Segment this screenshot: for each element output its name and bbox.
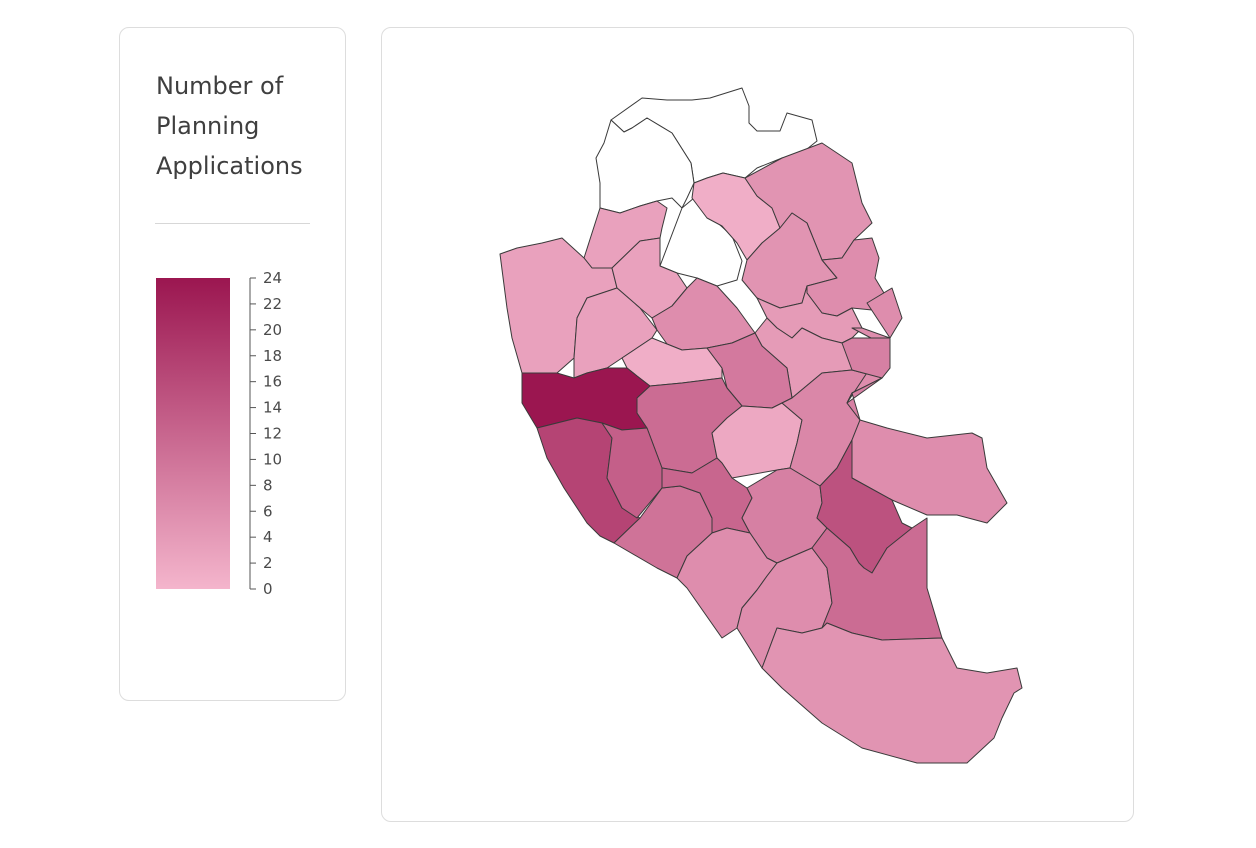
legend-tick-label: 18 — [263, 347, 282, 365]
ward-south-9[interactable] — [811, 517, 943, 641]
legend-tick-label: 8 — [263, 476, 273, 494]
legend-tick-label: 6 — [263, 502, 273, 520]
legend-tick-label: 16 — [263, 373, 282, 391]
legend-gradient-bar — [156, 278, 230, 589]
choropleth-map — [499, 87, 1023, 764]
legend-panel: Number of Planning Applications 0 2 4 6 8 10 1… — [119, 27, 346, 701]
legend-tick-label: 22 — [263, 295, 282, 313]
legend-tick-label: 2 — [263, 554, 273, 572]
legend-tick-label: 24 — [263, 269, 282, 287]
legend-tick-label: 20 — [263, 321, 282, 339]
ward-south-10[interactable] — [761, 622, 1023, 764]
ward-north-11[interactable] — [573, 287, 658, 379]
legend-title: Number of Planning Applications — [156, 72, 303, 180]
ward-centre-7[interactable] — [851, 419, 1008, 524]
legend-tick-label: 10 — [263, 450, 282, 468]
map-panel — [381, 27, 1134, 822]
legend-tick-label: 0 — [263, 580, 273, 598]
legend-tick-label: 14 — [263, 399, 282, 417]
legend-tick-label: 12 — [263, 425, 282, 443]
ward-north-2[interactable] — [595, 117, 695, 214]
legend-divider — [155, 223, 310, 224]
ward-south-2[interactable] — [601, 422, 663, 519]
ward-centre-8[interactable] — [841, 337, 891, 421]
legend-tick-label: 4 — [263, 528, 273, 546]
